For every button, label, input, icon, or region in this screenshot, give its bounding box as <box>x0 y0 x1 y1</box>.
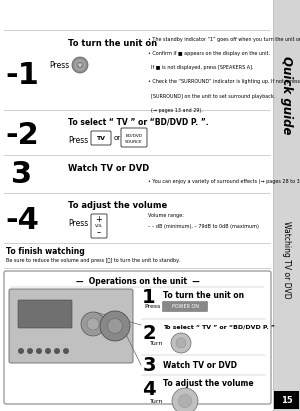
Text: 3: 3 <box>11 159 33 189</box>
Circle shape <box>81 312 105 336</box>
Text: Quick guide: Quick guide <box>280 56 293 134</box>
Circle shape <box>63 348 69 354</box>
Circle shape <box>27 348 33 354</box>
Circle shape <box>45 348 51 354</box>
FancyBboxPatch shape <box>121 128 147 147</box>
Text: [SURROUND] on the unit to set surround playback.: [SURROUND] on the unit to set surround p… <box>148 93 275 99</box>
Text: To turn the unit on: To turn the unit on <box>68 39 157 48</box>
Text: 4: 4 <box>142 379 156 399</box>
Text: –: – <box>97 229 101 238</box>
FancyBboxPatch shape <box>91 131 111 145</box>
Text: (→ pages 13 and 29).: (→ pages 13 and 29). <box>148 108 203 113</box>
Bar <box>273 0 300 411</box>
Text: To select “ TV ” or “BD/DVD P. ”.: To select “ TV ” or “BD/DVD P. ”. <box>68 118 208 127</box>
Circle shape <box>54 348 60 354</box>
Text: +: + <box>96 215 102 224</box>
Text: VOL: VOL <box>95 224 103 228</box>
Text: To finish watching: To finish watching <box>6 247 85 256</box>
Text: Press: Press <box>145 303 161 309</box>
Text: • Confirm if ■ appears on the display on the unit.: • Confirm if ■ appears on the display on… <box>148 51 270 56</box>
Circle shape <box>36 348 42 354</box>
Circle shape <box>171 333 191 353</box>
Text: SOURCE: SOURCE <box>125 139 143 143</box>
Text: Press: Press <box>49 60 69 69</box>
Bar <box>274 391 299 409</box>
Text: Press: Press <box>68 219 88 228</box>
Text: 1: 1 <box>142 288 156 307</box>
Text: Press: Press <box>68 136 88 145</box>
FancyBboxPatch shape <box>163 302 208 312</box>
Text: BD/DVD: BD/DVD <box>125 134 142 138</box>
Text: Turn: Turn <box>150 340 163 346</box>
Circle shape <box>72 57 88 73</box>
Text: To adjust the volume: To adjust the volume <box>163 379 254 388</box>
Text: • The standby indicator “1” goes off when you turn the unit on.: • The standby indicator “1” goes off whe… <box>148 37 300 42</box>
Circle shape <box>107 319 122 333</box>
Text: • You can enjoy a variety of surround effects (→ pages 28 to 30).: • You can enjoy a variety of surround ef… <box>148 178 300 183</box>
Circle shape <box>79 64 82 67</box>
Text: Watch TV or DVD: Watch TV or DVD <box>163 360 237 369</box>
Text: 15: 15 <box>280 395 292 404</box>
Circle shape <box>176 338 186 348</box>
Text: —  Operations on the unit  —: — Operations on the unit — <box>76 277 200 286</box>
FancyBboxPatch shape <box>9 289 133 363</box>
Text: -2: -2 <box>5 121 39 150</box>
Text: -4: -4 <box>5 206 39 235</box>
Text: • Check the “SURROUND” indicator is lighting up. If not, press: • Check the “SURROUND” indicator is ligh… <box>148 79 300 85</box>
Text: -1: -1 <box>5 60 39 90</box>
Text: Be sure to reduce the volume and press [⏻] to turn the unit to standby.: Be sure to reduce the volume and press [… <box>6 258 180 263</box>
Text: Watch TV or DVD: Watch TV or DVD <box>68 164 149 173</box>
Text: Watching TV or DVD: Watching TV or DVD <box>282 221 291 299</box>
Text: or: or <box>114 135 121 141</box>
Text: 2: 2 <box>142 323 156 342</box>
Circle shape <box>18 348 24 354</box>
Circle shape <box>172 388 198 411</box>
Text: Turn: Turn <box>150 399 163 404</box>
FancyBboxPatch shape <box>91 214 107 238</box>
Circle shape <box>100 311 130 341</box>
Text: To select “ TV ” or “BD/DVD P. ”: To select “ TV ” or “BD/DVD P. ” <box>163 325 275 330</box>
Text: If ■ is not displayed, press [SPEAKERS A].: If ■ is not displayed, press [SPEAKERS A… <box>148 65 254 71</box>
Circle shape <box>87 318 99 330</box>
Circle shape <box>178 395 191 407</box>
Text: To adjust the volume: To adjust the volume <box>68 201 167 210</box>
FancyBboxPatch shape <box>4 271 271 404</box>
Text: Volume range:: Volume range: <box>148 212 184 217</box>
Text: – – dB (minimum), – 79dB to 0dB (maximum): – – dB (minimum), – 79dB to 0dB (maximum… <box>148 224 259 229</box>
Text: 3: 3 <box>142 356 156 374</box>
Text: To turn the unit on: To turn the unit on <box>163 291 244 300</box>
Text: POWER ON: POWER ON <box>172 303 199 309</box>
FancyBboxPatch shape <box>18 300 72 328</box>
Text: TV: TV <box>97 136 106 141</box>
